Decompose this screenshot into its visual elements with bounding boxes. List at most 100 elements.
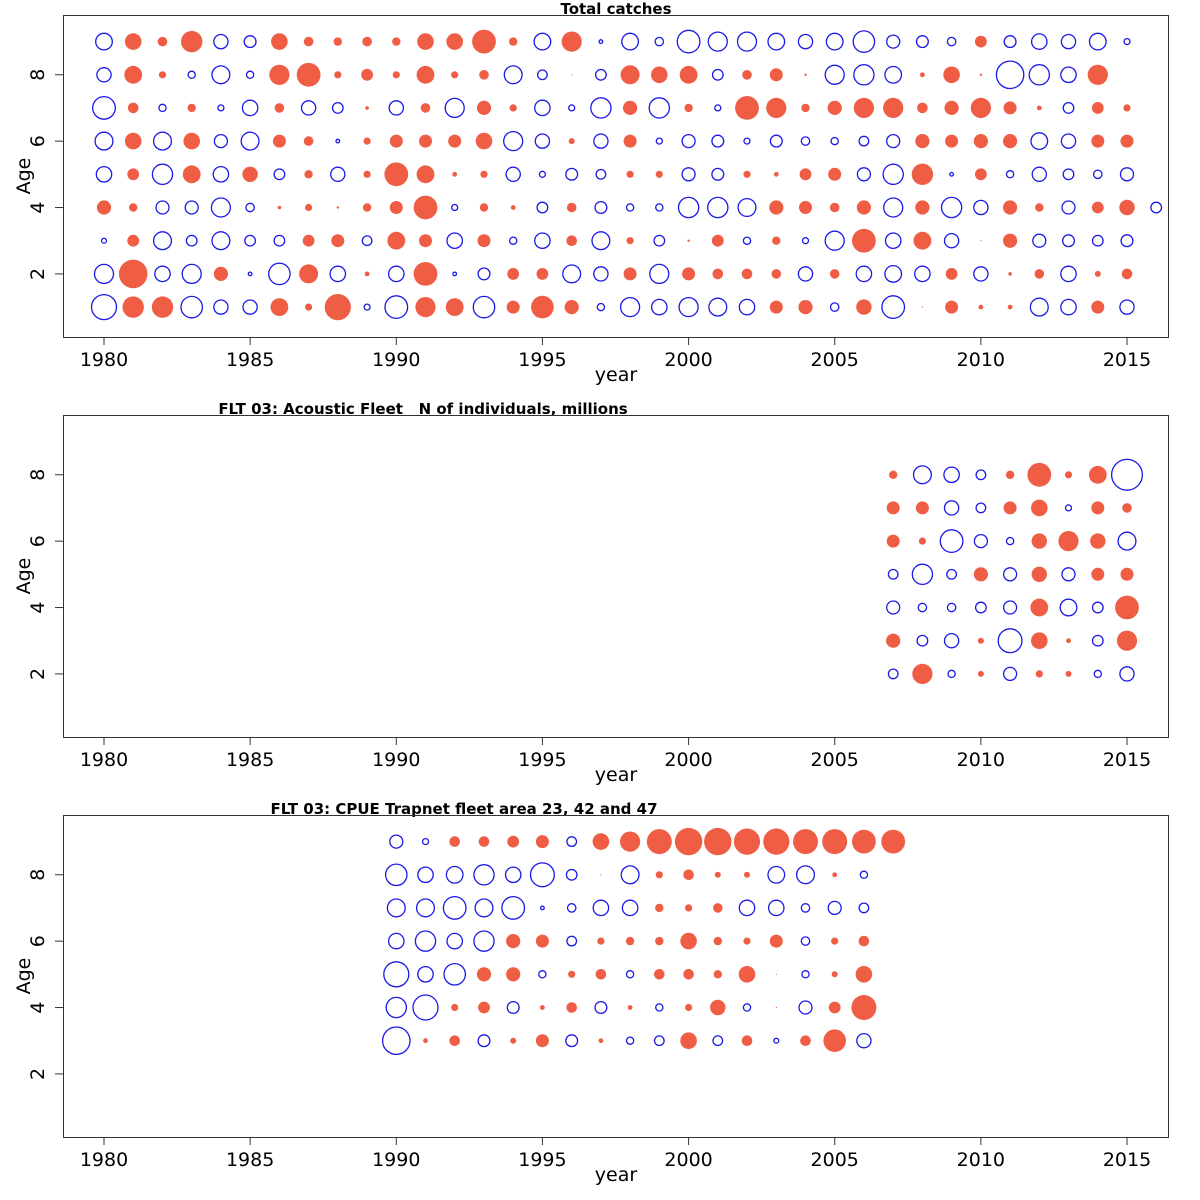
bubble-age2-2009 xyxy=(947,669,956,679)
panel-total-catches: Total catches 1980 1985 1990 1995 2000 2005 20… xyxy=(13,0,1169,386)
bubble-age3-2009 xyxy=(943,232,960,249)
bubble-age4-2009 xyxy=(946,602,957,613)
bubble-age3-1997 xyxy=(598,1038,604,1044)
bubble-age8-2001 xyxy=(714,871,721,878)
bubble-age8-2002 xyxy=(744,871,750,878)
bubble-age8-2003 xyxy=(769,68,783,82)
bubble-age9-1990 xyxy=(389,834,404,849)
bubble-age4-2011 xyxy=(1002,600,1018,615)
bubble-age7-1991 xyxy=(420,103,431,113)
bubble-age6-2001 xyxy=(713,936,722,946)
bubble-age5-1983 xyxy=(182,165,201,184)
bubble-age7-2011 xyxy=(1003,501,1017,515)
bubble-age6-2006 xyxy=(858,935,870,947)
bubble-age7-1985 xyxy=(241,99,259,117)
bubble-age5-2007 xyxy=(882,163,904,186)
bubble-age7-2006 xyxy=(858,902,870,914)
bubble-age8-2009 xyxy=(943,66,960,84)
bubble-age1-2013 xyxy=(1060,298,1077,316)
bubble-age3-1998 xyxy=(625,1036,635,1045)
bubble-age6-2010 xyxy=(973,134,989,149)
bubble-age8-1988 xyxy=(334,71,342,79)
bubble-age4-2002 xyxy=(742,1003,752,1012)
bubble-age7-2009 xyxy=(944,100,959,115)
bubble-age3-1987 xyxy=(302,234,315,247)
bubble-age1-1993 xyxy=(472,295,496,319)
bubble-age3-1988 xyxy=(331,234,345,248)
bubble-age4-2010 xyxy=(974,601,987,614)
bubble-age2-1981 xyxy=(118,259,148,289)
bubble-age6-1998 xyxy=(623,134,637,148)
bubble-age9-1981 xyxy=(124,33,142,50)
bubble-age1-2008 xyxy=(921,306,924,308)
bubble-age4-2013 xyxy=(1059,598,1078,617)
bubble-age9-1996 xyxy=(566,836,578,848)
bubble-age6-1995 xyxy=(535,934,549,948)
bubble-age6-1997 xyxy=(593,133,609,149)
bubble-age1-1987 xyxy=(305,303,313,311)
bubble-age3-2000 xyxy=(687,239,690,242)
bubble-age6-1994 xyxy=(506,934,521,949)
bubble-age4-2008 xyxy=(915,200,930,215)
bubble-age3-1994 xyxy=(508,236,518,245)
bubble-age9-1998 xyxy=(621,32,640,51)
bubble-age4-2006 xyxy=(851,995,877,1020)
bubble-age8-2005 xyxy=(824,64,845,85)
panel-title: FLT 03: Acoustic Fleet N of individuals,… xyxy=(218,400,627,418)
bubble-age1-1990 xyxy=(384,295,409,320)
bubble-age8-2013 xyxy=(1064,471,1073,479)
bubble-age2-1990 xyxy=(387,265,405,283)
bubble-age4-1994 xyxy=(510,205,516,210)
bubble-age6-1994 xyxy=(503,130,524,152)
bubble-age3-2006 xyxy=(852,228,876,253)
bubble-age7-2012 xyxy=(1031,499,1048,517)
bubble-age6-2001 xyxy=(711,134,725,148)
bubble-age3-1981 xyxy=(127,234,140,247)
bubble-age2-1995 xyxy=(536,268,549,280)
bubble-age9-2007 xyxy=(881,829,906,854)
bubble-age6-2012 xyxy=(1030,132,1049,151)
bubble-age6-2009 xyxy=(939,529,964,554)
bubble-age8-1995 xyxy=(529,862,555,888)
bubble-age4-2014 xyxy=(1091,601,1104,614)
bubble-age5-2015 xyxy=(1119,167,1135,182)
y-axis: 2 4 6 8 xyxy=(27,69,64,280)
bubble-age5-1985 xyxy=(242,166,258,182)
bubble-age2-2014 xyxy=(1094,270,1101,277)
bubble-age1-2003 xyxy=(769,300,783,314)
bubble-age6-2011 xyxy=(1005,536,1015,546)
bubble-age3-2003 xyxy=(772,236,781,245)
bubble-age3-2010 xyxy=(980,240,982,242)
bubble-age8-1997 xyxy=(600,874,602,876)
bubble-age9-1980 xyxy=(95,32,113,51)
bubble-age5-1984 xyxy=(212,165,230,183)
bubble-age2-2010 xyxy=(973,266,989,282)
y-tick-label: 8 xyxy=(27,469,49,481)
bubble-age3-1999 xyxy=(653,1035,665,1047)
bubble-age5-2001 xyxy=(711,167,725,181)
bubble-age4-1982 xyxy=(155,200,170,215)
bubble-age3-1980 xyxy=(100,237,108,244)
bubble-age5-1991 xyxy=(416,165,435,184)
bubble-age9-2004 xyxy=(793,829,818,855)
bubble-age2-2012 xyxy=(1034,269,1045,279)
bubble-age2-2013 xyxy=(1060,265,1077,283)
bubble-age5-2005 xyxy=(828,167,842,181)
bubble-age1-1986 xyxy=(270,298,289,316)
bubble-age1-2000 xyxy=(678,296,699,318)
bubble-age5-1993 xyxy=(476,967,492,982)
y-axis-label: Age xyxy=(13,958,35,995)
bubble-age4-1995 xyxy=(536,201,549,214)
x-axis: 1980 1985 1990 1995 2000 2005 2010 2015 xyxy=(80,1137,1151,1171)
bubble-age2-2007 xyxy=(884,264,903,283)
bubble-age4-2000 xyxy=(685,1003,693,1012)
bubble-age2-2008 xyxy=(914,265,931,283)
bubble-age8-2015 xyxy=(1110,458,1144,491)
bubble-age8-1991 xyxy=(416,65,435,84)
bubble-age8-2006 xyxy=(859,870,869,880)
bubble-age3-2009 xyxy=(943,632,960,649)
plot-frame xyxy=(63,415,1169,738)
bubble-age9-2011 xyxy=(1003,35,1017,49)
x-tick-label: 2015 xyxy=(1103,749,1151,771)
bubble-age6-2004 xyxy=(800,936,811,946)
